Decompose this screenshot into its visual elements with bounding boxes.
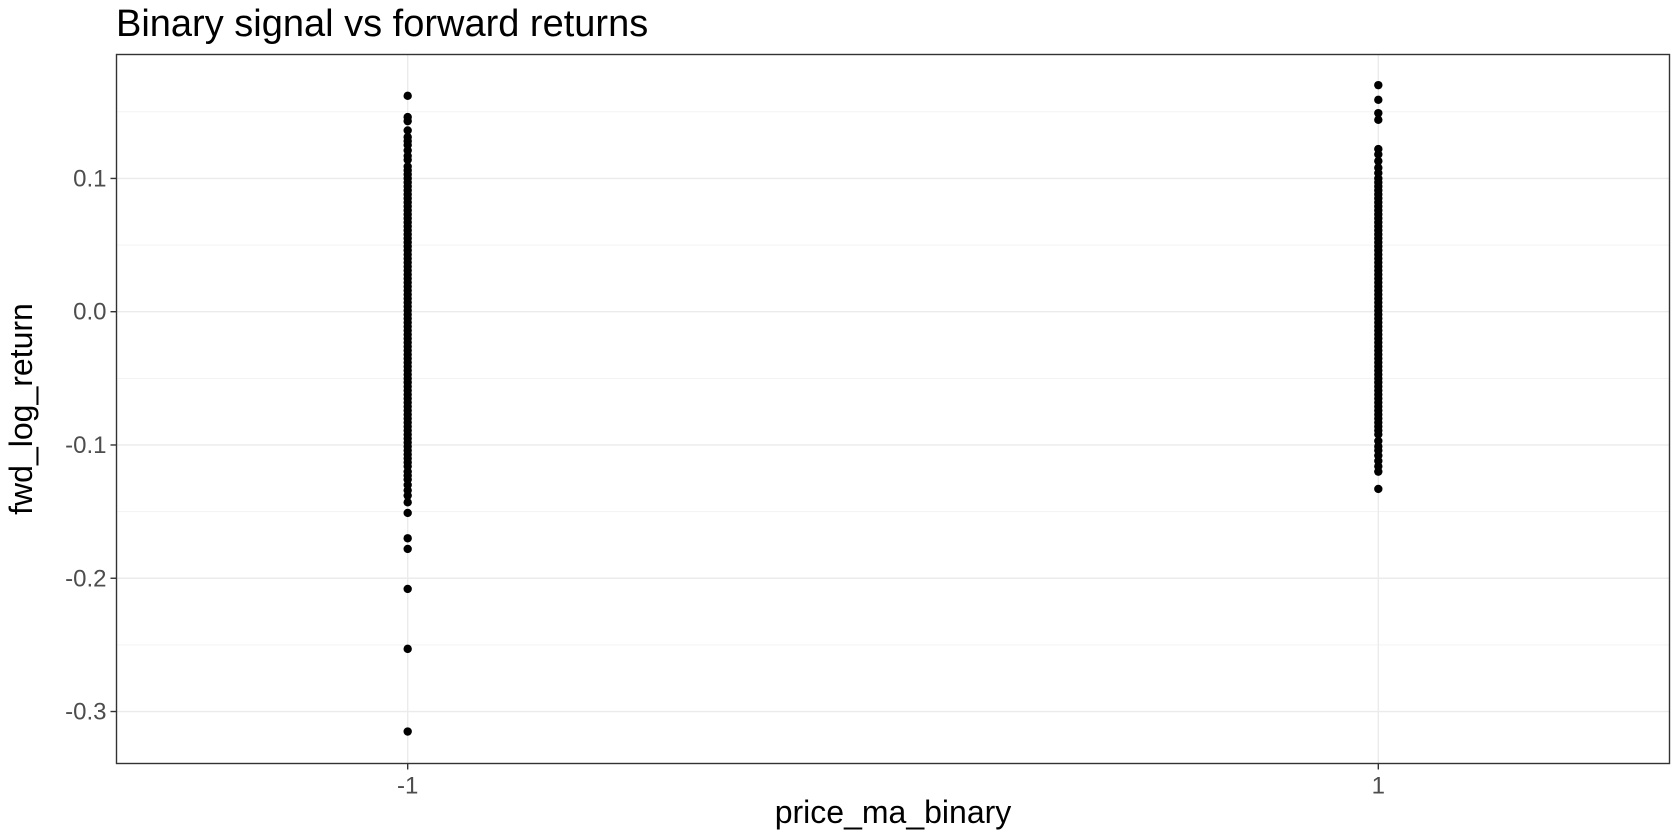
y-axis: 0.1 0.0 -0.1 -0.2 -0.3 — [65, 165, 117, 726]
x-axis-title: price_ma_binary — [775, 794, 1012, 830]
data-point — [403, 116, 412, 126]
data-point — [1374, 115, 1383, 125]
y-tick-label: -0.2 — [65, 565, 106, 592]
data-points — [403, 80, 1383, 736]
data-point — [403, 727, 412, 736]
y-tick-label: 0.1 — [73, 165, 106, 192]
data-point — [403, 126, 412, 135]
plot-panel-border — [115, 53, 1671, 765]
data-point — [1374, 484, 1383, 494]
y-tick-label: 0.0 — [73, 299, 106, 326]
data-point — [403, 544, 412, 554]
data-point — [403, 508, 412, 518]
data-point — [403, 584, 412, 594]
data-point — [403, 644, 412, 654]
data-point — [1374, 95, 1383, 105]
data-point — [403, 491, 412, 500]
chart-title: Binary signal vs forward returns — [116, 3, 648, 45]
data-point — [1374, 108, 1383, 118]
x-tick-label: -1 — [397, 773, 418, 800]
data-point — [403, 91, 412, 101]
data-point — [403, 534, 412, 543]
data-point — [403, 155, 412, 164]
y-tick-label: -0.3 — [65, 699, 106, 726]
data-point — [1374, 150, 1383, 159]
data-point — [403, 498, 412, 507]
data-point — [1374, 80, 1383, 90]
data-point — [1374, 430, 1383, 439]
x-tick-label: 1 — [1372, 773, 1385, 800]
y-tick-label: -0.1 — [65, 432, 106, 459]
data-point — [1374, 467, 1383, 476]
data-point — [1374, 156, 1383, 166]
y-axis-title: fwd_log_return — [3, 303, 39, 515]
x-axis: -1 1 — [397, 763, 1385, 800]
plot-grid — [116, 54, 1670, 764]
